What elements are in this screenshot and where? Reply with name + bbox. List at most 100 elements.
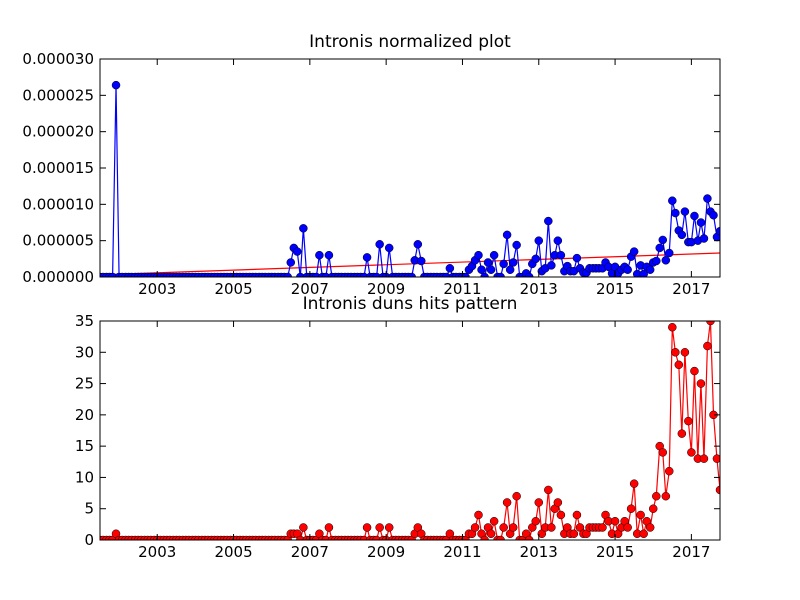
marker bbox=[296, 535, 305, 540]
marker bbox=[461, 272, 470, 277]
marker bbox=[407, 272, 416, 277]
marker bbox=[544, 485, 553, 495]
marker bbox=[626, 504, 636, 513]
y-tick-label: 0.000030 bbox=[22, 50, 94, 68]
y-tick-label: 35 bbox=[75, 312, 94, 330]
plot-area bbox=[100, 321, 720, 540]
line bbox=[100, 252, 720, 276]
line bbox=[100, 85, 720, 277]
marker bbox=[547, 523, 556, 532]
marker bbox=[480, 272, 489, 277]
marker bbox=[668, 196, 677, 205]
marker bbox=[696, 379, 706, 388]
marker bbox=[442, 272, 451, 277]
y-tick-label: 20 bbox=[75, 406, 94, 424]
marker bbox=[598, 523, 607, 532]
x-tick-label: 2011 bbox=[443, 543, 481, 561]
marker bbox=[684, 416, 693, 426]
marker bbox=[496, 535, 505, 540]
y-tick-label: 25 bbox=[75, 375, 94, 393]
marker bbox=[324, 250, 334, 260]
marker bbox=[645, 265, 655, 274]
marker bbox=[502, 230, 512, 240]
marker bbox=[639, 529, 648, 538]
marker bbox=[712, 454, 720, 463]
marker bbox=[661, 256, 671, 265]
marker bbox=[111, 80, 121, 90]
marker bbox=[413, 240, 423, 249]
marker bbox=[489, 250, 499, 260]
marker bbox=[496, 272, 505, 277]
marker bbox=[680, 348, 690, 357]
marker bbox=[283, 272, 292, 277]
marker bbox=[553, 236, 563, 245]
marker bbox=[372, 272, 381, 277]
marker bbox=[505, 265, 515, 274]
y-tick-label: 10 bbox=[75, 468, 94, 486]
marker bbox=[544, 216, 553, 226]
x-tick-label: 2013 bbox=[520, 280, 558, 298]
x-tick-label: 2017 bbox=[672, 543, 710, 561]
marker bbox=[652, 491, 661, 501]
marker bbox=[572, 510, 582, 520]
marker bbox=[696, 218, 706, 227]
marker bbox=[489, 516, 499, 526]
marker bbox=[665, 248, 674, 258]
marker bbox=[699, 234, 709, 243]
marker bbox=[486, 265, 496, 274]
marker bbox=[474, 510, 483, 520]
marker bbox=[375, 523, 384, 532]
y-tick-label: 0.000010 bbox=[22, 195, 94, 213]
marker bbox=[524, 272, 534, 277]
marker bbox=[508, 523, 518, 532]
marker bbox=[703, 341, 712, 351]
marker bbox=[658, 448, 668, 457]
marker bbox=[623, 523, 632, 532]
marker bbox=[661, 491, 671, 501]
marker bbox=[299, 224, 308, 233]
marker bbox=[384, 243, 394, 253]
y-tick-label: 0 bbox=[84, 531, 94, 549]
marker bbox=[534, 498, 544, 507]
marker bbox=[502, 498, 512, 507]
x-tick-label: 2011 bbox=[443, 280, 481, 298]
marker bbox=[639, 269, 648, 277]
x-tick-label: 2007 bbox=[291, 280, 329, 298]
y-tick-label: 0.000000 bbox=[22, 268, 94, 286]
marker bbox=[677, 230, 687, 240]
marker bbox=[293, 247, 302, 256]
x-tick-label: 2017 bbox=[672, 280, 710, 298]
marker bbox=[417, 256, 426, 266]
marker bbox=[508, 258, 518, 267]
marker bbox=[687, 448, 696, 457]
x-tick-label: 2005 bbox=[214, 543, 252, 561]
marker bbox=[677, 429, 687, 438]
marker bbox=[531, 516, 540, 526]
marker bbox=[709, 210, 718, 220]
y-tick-label: 0.000015 bbox=[22, 159, 94, 177]
plot-area bbox=[100, 80, 720, 277]
x-tick-label: 2015 bbox=[596, 280, 634, 298]
marker bbox=[648, 504, 658, 513]
marker bbox=[636, 510, 645, 520]
marker bbox=[286, 258, 296, 267]
marker bbox=[547, 261, 556, 270]
marker bbox=[324, 523, 334, 532]
marker bbox=[474, 250, 483, 260]
marker bbox=[572, 253, 582, 263]
marker bbox=[715, 226, 720, 236]
marker bbox=[671, 348, 680, 357]
marker bbox=[674, 360, 684, 370]
marker bbox=[665, 466, 674, 476]
y-tick-label: 0.000020 bbox=[22, 123, 94, 141]
marker bbox=[668, 323, 677, 332]
marker bbox=[375, 240, 384, 249]
y-tick-label: 0.000025 bbox=[22, 86, 94, 104]
marker bbox=[703, 194, 712, 203]
marker bbox=[652, 256, 661, 266]
marker bbox=[362, 253, 372, 262]
marker bbox=[315, 250, 324, 260]
y-tick-label: 15 bbox=[75, 437, 94, 455]
marker bbox=[372, 535, 381, 540]
y-tick-label: 30 bbox=[75, 343, 94, 361]
